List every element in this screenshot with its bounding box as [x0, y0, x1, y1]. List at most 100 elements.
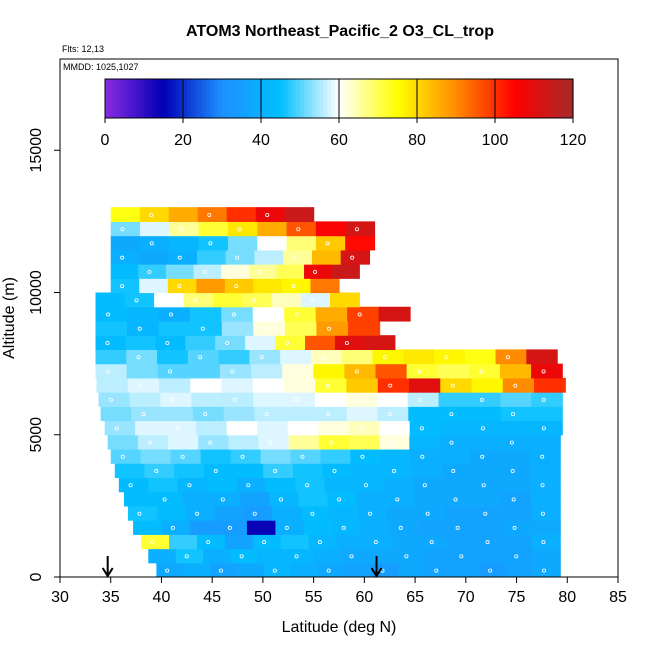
sample-point: [360, 454, 365, 459]
y-tick-label: 10000: [28, 270, 45, 315]
sample-point: [168, 369, 173, 374]
sample-point: [349, 554, 354, 559]
heatmap-cell: [473, 505, 504, 521]
colorbar-segment: [342, 79, 348, 118]
heatmap-cell: [225, 249, 256, 265]
colorbar-segment: [206, 79, 211, 118]
sample-point: [147, 269, 152, 274]
colorbar-segment: [389, 79, 395, 118]
heatmap-cell: [318, 420, 350, 436]
heatmap-cell: [190, 520, 220, 535]
colorbar-segment: [268, 79, 274, 118]
colorbar-segment: [105, 79, 110, 118]
sample-points: [105, 212, 547, 573]
sample-point: [419, 426, 424, 431]
colorbar-tick-label: 0: [101, 132, 110, 149]
x-tick-label: 80: [558, 589, 576, 606]
colorbar-segment: [194, 79, 200, 118]
heatmap-cell: [479, 562, 507, 577]
sample-point: [363, 483, 368, 488]
sample-point: [198, 355, 203, 360]
colorbar-segment: [358, 79, 363, 118]
heatmap-cell: [95, 363, 128, 379]
colorbar-segment: [459, 79, 465, 118]
colorbar-tick-label: 120: [560, 132, 587, 149]
heatmap-cell: [140, 221, 170, 237]
heatmap-cell: [95, 292, 126, 308]
x-tick-label: 55: [305, 589, 323, 606]
heatmap-cell: [348, 320, 381, 336]
sample-point: [325, 383, 330, 388]
colorbar-segment: [323, 79, 328, 118]
heatmap-cell: [345, 221, 376, 237]
heatmap-cell: [265, 477, 296, 493]
sample-point: [449, 412, 454, 417]
sample-point: [239, 554, 244, 559]
heatmap-cell: [221, 377, 254, 393]
heatmap-cell: [392, 534, 422, 550]
heatmap-cell: [313, 548, 342, 564]
sample-point: [294, 554, 299, 559]
heatmap-cell: [441, 463, 472, 479]
sample-point: [259, 355, 264, 360]
heatmap-cell: [469, 406, 502, 422]
sample-point: [193, 298, 198, 303]
heatmap-cell: [313, 363, 346, 379]
heatmap-cell: [110, 207, 141, 222]
heatmap-cell: [193, 264, 222, 279]
colorbar-segment: [436, 79, 441, 118]
colorbar-segment: [307, 79, 313, 118]
heatmap-cell: [222, 392, 254, 407]
colorbar-segment: [401, 79, 406, 118]
sample-point: [418, 397, 423, 402]
colorbar-segment: [440, 79, 445, 118]
heatmap-cell: [292, 463, 324, 479]
colorbar-segment: [339, 79, 344, 118]
heatmap-cell: [126, 306, 160, 322]
heatmap-cell: [531, 491, 561, 507]
sample-point: [420, 454, 425, 459]
heatmap-cell: [283, 249, 313, 265]
heatmap-cell: [110, 278, 140, 294]
colorbar-segment: [526, 79, 531, 118]
colorbar-segment: [237, 79, 243, 118]
colorbar-segment: [549, 79, 555, 118]
heatmap-cell: [196, 420, 228, 436]
sample-point: [398, 525, 403, 530]
colorbar-segment: [229, 79, 235, 118]
heatmap-cell: [169, 534, 198, 550]
heatmap-cell: [107, 434, 139, 450]
heatmap-cell: [226, 207, 257, 222]
sample-point: [332, 469, 337, 474]
heatmap-cell: [127, 320, 160, 336]
heatmap-cell: [243, 505, 273, 521]
heatmap-cell: [198, 235, 229, 251]
sample-point: [444, 355, 449, 360]
heatmap-cell: [408, 406, 440, 422]
sample-point: [195, 511, 200, 516]
sample-point: [404, 554, 409, 559]
colorbar-segment: [311, 79, 317, 118]
heatmap-cell: [224, 278, 254, 294]
heatmap-cell: [464, 349, 497, 365]
colorbar-segment: [171, 79, 176, 118]
sample-point: [485, 540, 490, 545]
heatmap-cell: [230, 548, 259, 564]
sample-point: [541, 397, 546, 402]
colorbar-segment: [233, 79, 239, 118]
heatmap-cell: [255, 207, 286, 222]
heatmap-cell: [305, 335, 336, 350]
heatmap-cell: [224, 534, 254, 550]
sample-point: [382, 355, 387, 360]
colorbar-segment: [366, 79, 371, 118]
sample-point: [294, 312, 299, 317]
sample-point: [136, 355, 141, 360]
sample-point: [488, 568, 493, 573]
heatmap-cell: [190, 377, 223, 393]
colorbar-segment: [424, 79, 430, 118]
heatmap-cell: [308, 534, 338, 550]
colorbar-segment: [124, 79, 129, 118]
heatmap-cell: [318, 434, 350, 450]
sample-point: [453, 497, 458, 502]
heatmap-cell: [276, 264, 305, 279]
